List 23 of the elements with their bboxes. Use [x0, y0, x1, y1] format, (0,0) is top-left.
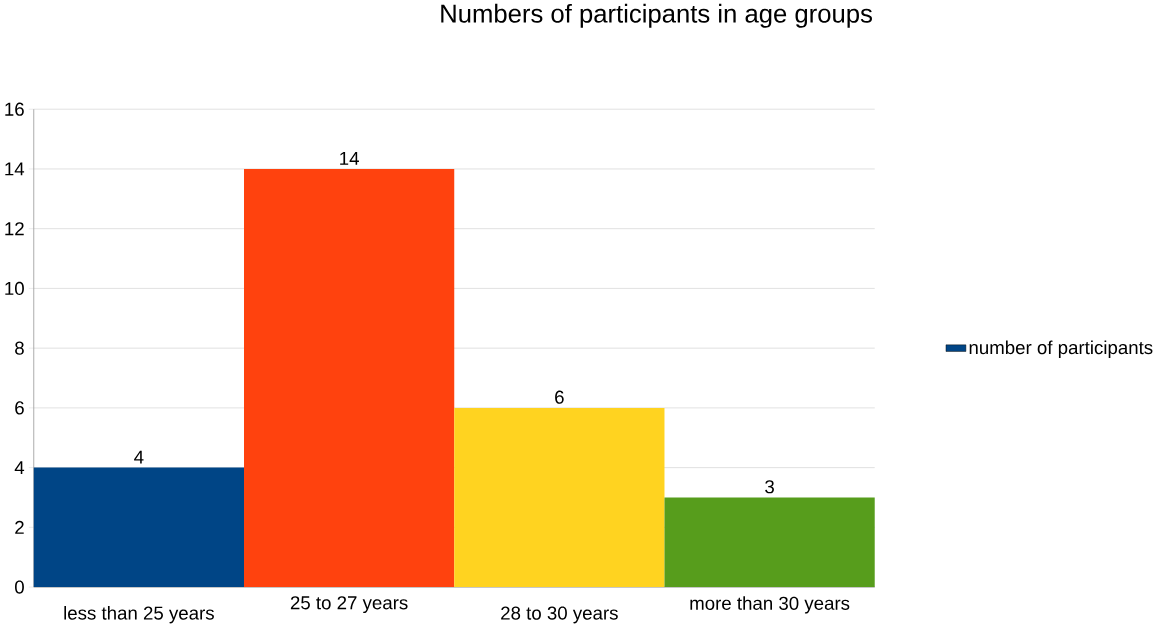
- y-tick-label: 2: [15, 520, 24, 534]
- bar: [454, 407, 665, 587]
- bar: [244, 168, 455, 587]
- x-tick-label: more than 30 years: [690, 596, 850, 614]
- y-tick-label: 0: [15, 580, 24, 594]
- data-label: 3: [765, 480, 774, 494]
- bar: [33, 467, 244, 587]
- y-tick-label: 6: [15, 401, 24, 415]
- y-tick-label: 4: [14, 461, 25, 474]
- x-tick-label: 25 to 27 years: [290, 596, 408, 613]
- y-tick-label: 10: [5, 281, 24, 295]
- chart-title: Numbers of participants in age groups: [441, 3, 872, 28]
- data-label: 14: [340, 151, 359, 165]
- data-label: 4: [134, 450, 144, 464]
- legend-label: number of participants: [969, 340, 1153, 358]
- x-tick-label: less than 25 years: [64, 605, 214, 624]
- data-label: 6: [555, 390, 564, 404]
- x-tick-label: 28 to 30 years: [501, 606, 618, 624]
- bar: [664, 497, 875, 587]
- y-tick-label: 12: [5, 222, 24, 236]
- y-tick-label: 14: [5, 162, 25, 176]
- y-tick-label: 16: [5, 102, 24, 116]
- y-tick-label: 8: [15, 341, 24, 355]
